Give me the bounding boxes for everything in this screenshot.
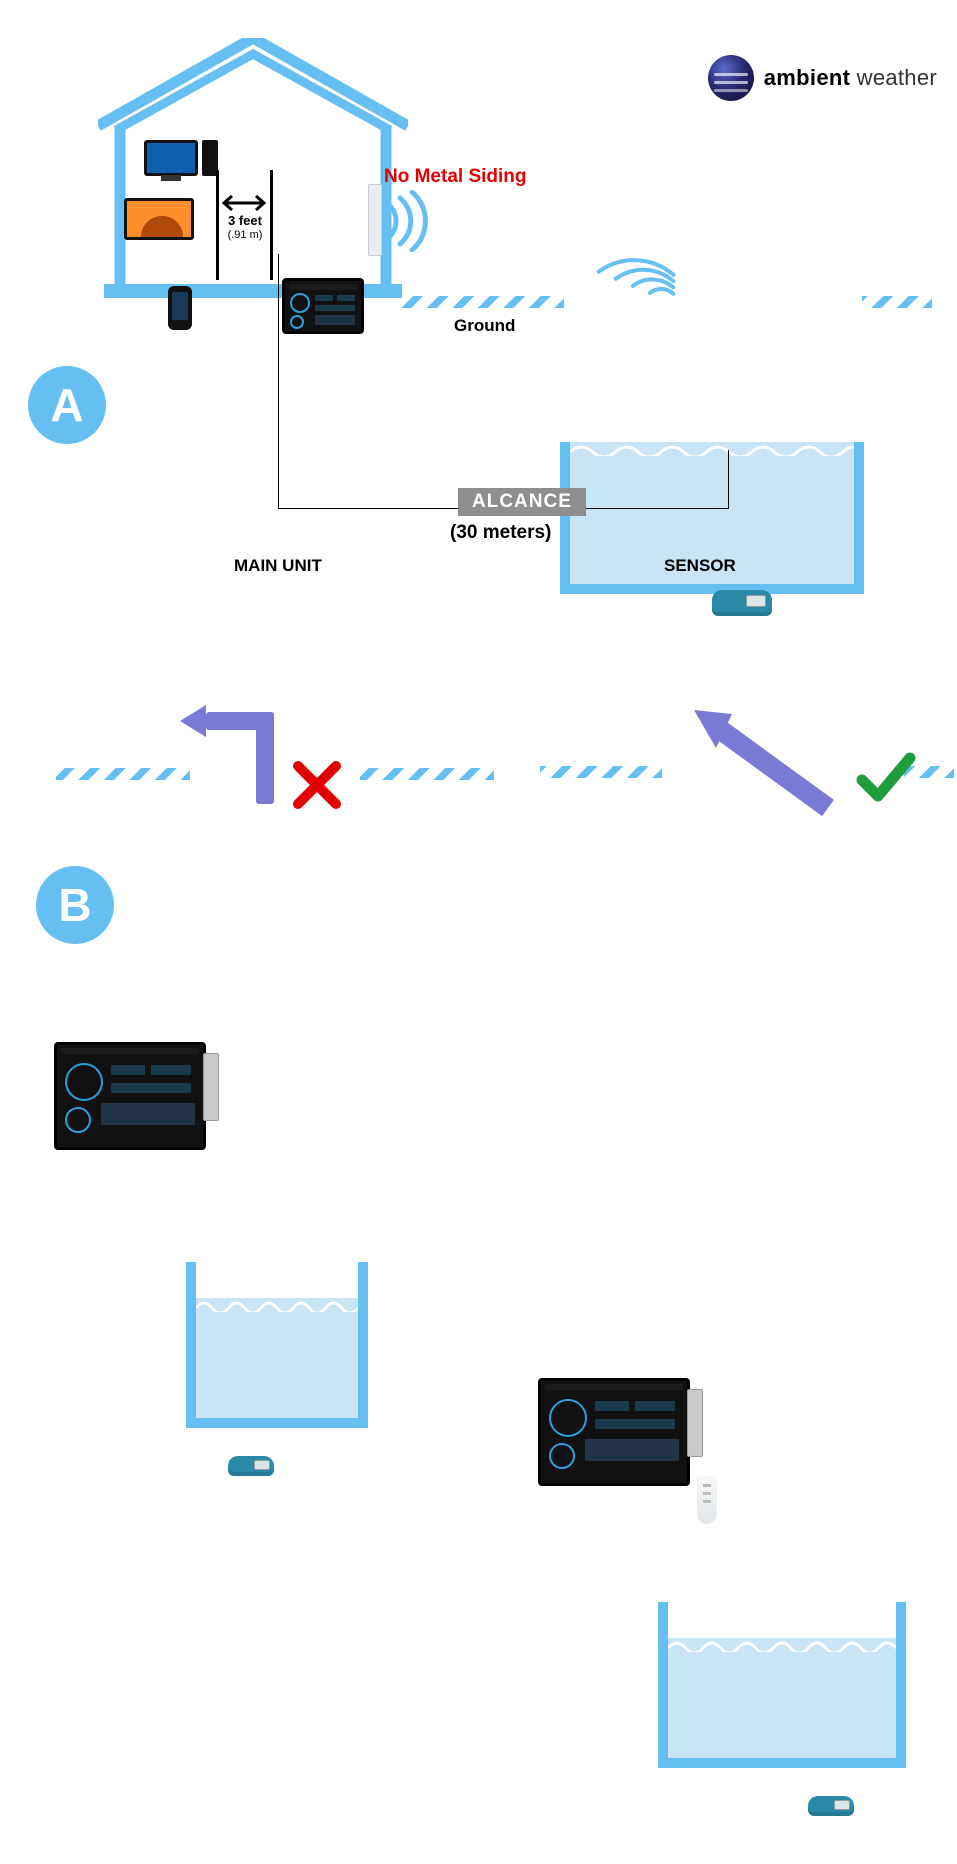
brand-text: ambient weather	[764, 65, 937, 91]
phone-icon	[168, 286, 192, 330]
tv-icon	[124, 198, 194, 240]
arrow-correct	[686, 700, 846, 825]
wireless-arcs-sensor	[579, 229, 684, 326]
pc-monitor-icon	[144, 140, 198, 176]
water-waves	[668, 1638, 896, 1652]
ground-hatch	[360, 768, 494, 780]
range-vline-sensor	[728, 450, 729, 508]
section-badge-b: B	[36, 866, 114, 944]
section-badge-a: A	[28, 366, 106, 444]
pool-b-left	[186, 1262, 368, 1428]
ground-hatch	[862, 296, 932, 308]
pool-b-right	[658, 1602, 906, 1768]
logo-sphere-icon	[708, 55, 754, 101]
brand-bold: ambient	[764, 65, 850, 90]
range-box: ALCANCE	[458, 488, 586, 516]
pool-sensor-a	[712, 590, 957, 678]
pool-sensor-b-right	[808, 1796, 957, 1864]
wall-siding	[368, 184, 382, 256]
water-waves	[196, 1298, 358, 1312]
wireless-arcs-console	[382, 190, 438, 252]
distance-meters: (.91 m)	[219, 229, 271, 242]
no-metal-label: No Metal Siding	[384, 166, 527, 188]
ground-label: Ground	[454, 316, 515, 336]
badge-b-text: B	[58, 878, 91, 932]
console-b-right	[538, 1378, 690, 1486]
water-waves	[570, 442, 854, 456]
pc-setup	[144, 140, 218, 176]
main-unit-label: MAIN UNIT	[234, 556, 322, 576]
ground-hatch	[56, 768, 190, 780]
distance-feet: 3 feet	[219, 214, 271, 229]
brand-logo: ambient weather	[708, 55, 937, 101]
console-b-left	[54, 1042, 206, 1150]
ground-hatch	[396, 296, 564, 308]
brand-thin: weather	[850, 65, 937, 90]
badge-a-text: A	[50, 378, 83, 432]
range-vline-main	[278, 254, 279, 508]
main-console	[282, 278, 364, 334]
range-value: (30 meters)	[450, 522, 551, 544]
cross-icon	[292, 760, 342, 815]
sensor-label: SENSOR	[664, 556, 736, 576]
range-box-wrap: ALCANCE	[458, 488, 586, 516]
check-icon	[856, 750, 916, 806]
distance-label: 3 feet (.91 m)	[219, 214, 271, 242]
ground-hatch	[540, 766, 662, 778]
